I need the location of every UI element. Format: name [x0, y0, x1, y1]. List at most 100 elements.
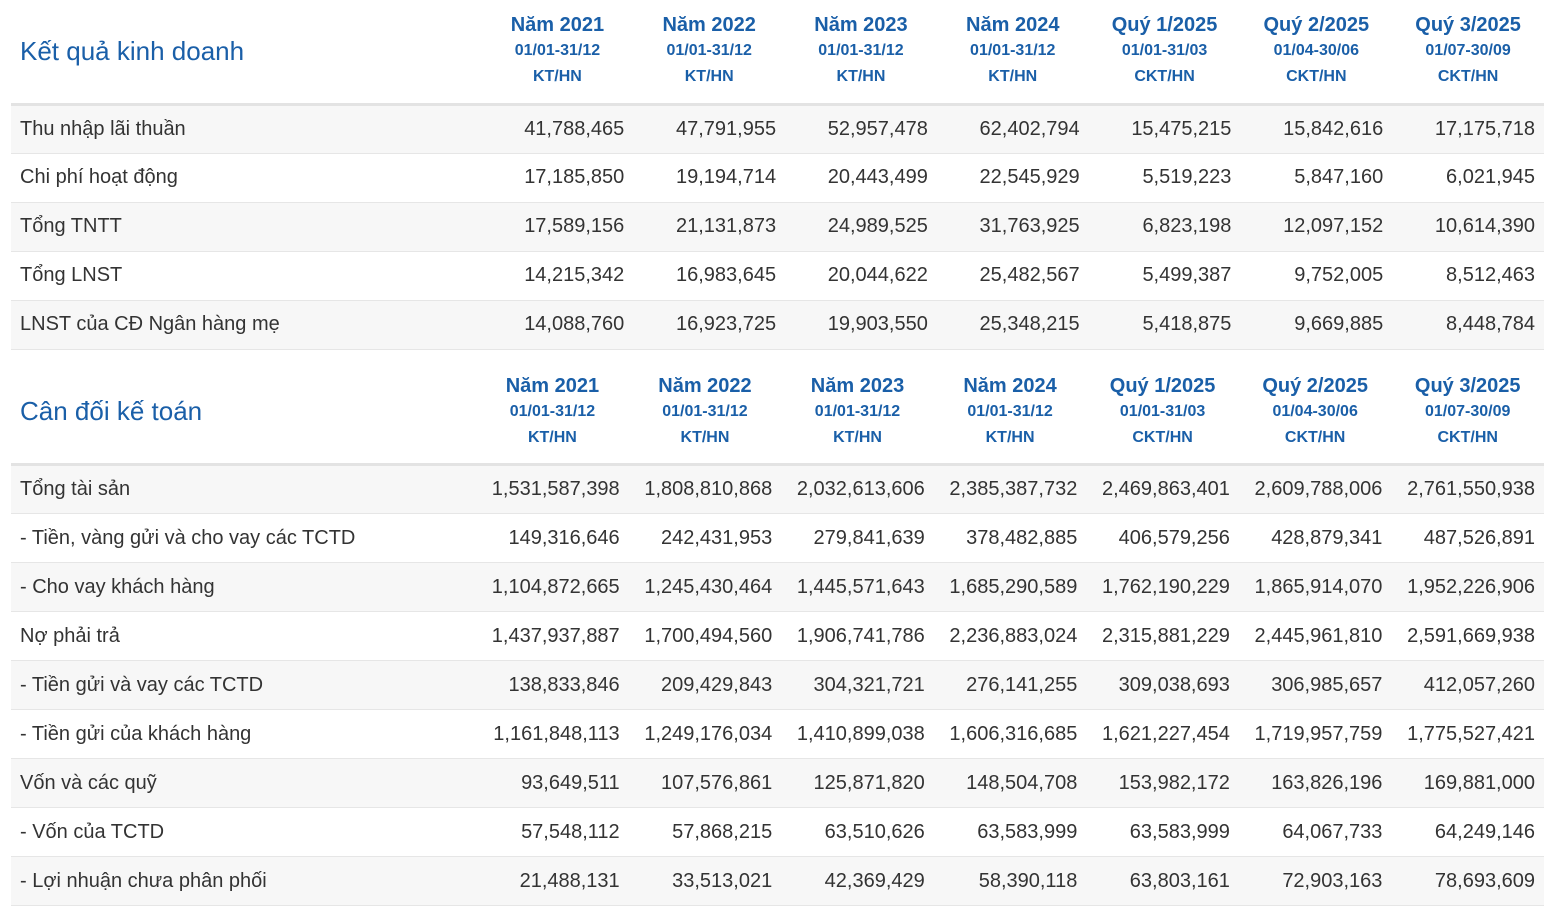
- column-date-range: 01/07-30/09: [1425, 403, 1511, 421]
- column-header: Quý 1/2025 01/01-31/03 CKT/HN: [1086, 350, 1239, 465]
- table-cell: 9,669,885: [1294, 313, 1384, 335]
- column-header: Quý 2/2025 01/04-30/06 CKT/HN: [1239, 350, 1392, 465]
- table-cell: 107,576,861: [661, 771, 773, 794]
- column-period: Quý 1/2025: [1109, 375, 1216, 398]
- column-period: Năm 2022: [662, 14, 756, 37]
- table-cell: 64,067,733: [1282, 820, 1383, 843]
- table-cell: 2,469,863,401: [1101, 478, 1230, 500]
- table-cell: 57,548,112: [521, 820, 620, 843]
- table-cell: 125,871,820: [813, 771, 925, 794]
- financial-summary: Kết quả kinh doanh Năm 2021 01/01-31/12 KT/…: [11, 0, 1544, 906]
- column-report-type: CKT/HN: [1437, 68, 1499, 86]
- table-cell: 8,512,463: [1446, 264, 1535, 286]
- table-cell: 1,249,176,034: [644, 722, 773, 745]
- column-period: Quý 2/2025: [1263, 14, 1370, 37]
- table-cell: 6,823,198: [1142, 215, 1232, 237]
- table-cell: 72,903,163: [1282, 869, 1383, 892]
- column-period: Năm 2023: [810, 375, 905, 398]
- table-cell: 22,545,929: [979, 166, 1080, 188]
- row-label: - Tiền gửi và vay các TCTD: [20, 673, 264, 696]
- table-cell: 2,315,881,229: [1101, 624, 1230, 647]
- column-date-range: 01/01-31/12: [814, 403, 901, 421]
- table-cell: 63,583,999: [977, 820, 1078, 843]
- table-cell: 1,621,227,454: [1101, 722, 1230, 745]
- table-cell: 1,906,741,786: [796, 624, 925, 647]
- row-label: Nợ phải trả: [20, 624, 120, 647]
- table-cell: 1,762,190,229: [1101, 575, 1230, 598]
- column-header: Năm 2022 01/01-31/12 KT/HN: [633, 0, 785, 104]
- table-cell: 1,445,571,643: [796, 575, 925, 598]
- balance-section-title: Cân đối kế toán: [20, 396, 203, 427]
- table-row: - Tiền, vàng gửi và cho vay các TCTD 149,…: [11, 514, 1544, 563]
- column-date-range: 01/01-31/12: [509, 403, 596, 421]
- table-cell: 62,402,794: [979, 117, 1080, 140]
- table-row: - Tiền gửi của khách hàng 1,161,848,113 1,…: [11, 710, 1544, 759]
- table-row: Nợ phải trả 1,437,937,887 1,700,494,560 1,9…: [11, 612, 1544, 661]
- row-label: - Tiền, vàng gửi và cho vay các TCTD: [20, 526, 356, 549]
- table-cell: 15,475,215: [1131, 117, 1232, 140]
- table-cell: 9,752,005: [1294, 264, 1384, 286]
- table-cell: 8,448,784: [1446, 313, 1535, 335]
- table-cell: 1,700,494,560: [644, 624, 773, 647]
- table-row: Thu nhập lãi thuần 41,788,465 47,791,955 52…: [11, 104, 1544, 153]
- table-row: LNST của CĐ Ngân hàng mẹ 14,088,760 16,923…: [11, 300, 1544, 349]
- column-date-range: 01/07-30/09: [1425, 42, 1511, 60]
- table-cell: 21,488,131: [519, 869, 620, 892]
- column-header: Năm 2021 01/01-31/12 KT/HN: [482, 0, 634, 104]
- table-cell: 304,321,721: [813, 673, 925, 696]
- table-cell: 93,649,511: [521, 771, 620, 794]
- table-cell: 2,445,961,810: [1254, 624, 1383, 647]
- table-cell: 2,385,387,732: [949, 478, 1078, 500]
- income-statement-table: Kết quả kinh doanh Năm 2021 01/01-31/12 KT/…: [11, 0, 1544, 350]
- table-cell: 24,989,525: [827, 215, 928, 237]
- column-date-range: 01/01-31/12: [970, 42, 1056, 60]
- column-report-type: CKT/HN: [1437, 429, 1498, 447]
- table-row: Tổng TNTT 17,589,156 21,131,873 24,989,525 3…: [11, 202, 1544, 251]
- table-row: - Vốn của TCTD 57,548,112 57,868,215 63,510…: [11, 808, 1544, 857]
- table-cell: 6,021,945: [1446, 166, 1535, 188]
- table-cell: 20,044,622: [827, 264, 928, 286]
- table-cell: 309,038,693: [1118, 673, 1230, 696]
- table-cell: 19,194,714: [675, 166, 777, 188]
- table-row: Tổng LNST 14,215,342 16,983,645 20,044,622 2…: [11, 251, 1544, 300]
- column-report-type: KT/HN: [833, 429, 882, 447]
- table-cell: 163,826,196: [1271, 771, 1383, 794]
- table-cell: 1,952,226,906: [1407, 575, 1535, 598]
- table-cell: 276,141,255: [966, 673, 1078, 696]
- column-header: Năm 2024 01/01-31/12 KT/HN: [937, 0, 1089, 104]
- column-period: Quý 3/2025: [1415, 14, 1521, 37]
- header-row: Cân đối kế toán Năm 2021 01/01-31/12 KT/HN N…: [11, 350, 1544, 465]
- row-label: Tổng tài sản: [20, 478, 131, 500]
- table-cell: 169,881,000: [1423, 771, 1535, 794]
- table-cell: 1,865,914,070: [1254, 575, 1383, 598]
- table-cell: 17,185,850: [524, 166, 625, 188]
- table-cell: 20,443,499: [827, 166, 928, 188]
- column-period: Năm 2024: [963, 375, 1057, 398]
- table-cell: 428,879,341: [1271, 526, 1383, 549]
- table-cell: 12,097,152: [1283, 215, 1384, 237]
- table-cell: 14,088,760: [524, 313, 625, 335]
- table-cell: 5,847,160: [1294, 166, 1384, 188]
- table-cell: 378,482,885: [966, 526, 1078, 549]
- table-cell: 21,131,873: [675, 215, 777, 237]
- table-cell: 42,369,429: [824, 869, 925, 892]
- column-header: Năm 2021 01/01-31/12 KT/HN: [476, 350, 629, 465]
- table-row: - Cho vay khách hàng 1,104,872,665 1,245,4…: [11, 562, 1544, 612]
- table-cell: 16,983,645: [675, 264, 777, 286]
- column-report-type: CKT/HN: [1134, 68, 1195, 86]
- table-cell: 149,316,646: [508, 526, 620, 549]
- column-period: Năm 2021: [510, 14, 605, 37]
- table-cell: 15,842,616: [1283, 117, 1384, 140]
- table-cell: 1,685,290,589: [949, 575, 1078, 598]
- income-section-title: Kết quả kinh doanh: [20, 35, 245, 66]
- column-date-range: 01/04-30/06: [1272, 403, 1358, 421]
- column-date-range: 01/01-31/12: [514, 42, 601, 60]
- table-cell: 57,868,215: [672, 820, 773, 843]
- table-row: - Tiền gửi và vay các TCTD 138,833,846 209…: [11, 660, 1544, 710]
- row-label: Tổng LNST: [20, 264, 123, 286]
- table-row: Chi phí hoạt động 17,185,850 19,194,714 20,…: [11, 153, 1544, 202]
- column-header: Năm 2023 01/01-31/12 KT/HN: [781, 350, 934, 465]
- table-cell: 148,504,708: [966, 771, 1078, 794]
- column-date-range: 01/01-31/12: [967, 403, 1053, 421]
- column-report-type: KT/HN: [684, 68, 734, 86]
